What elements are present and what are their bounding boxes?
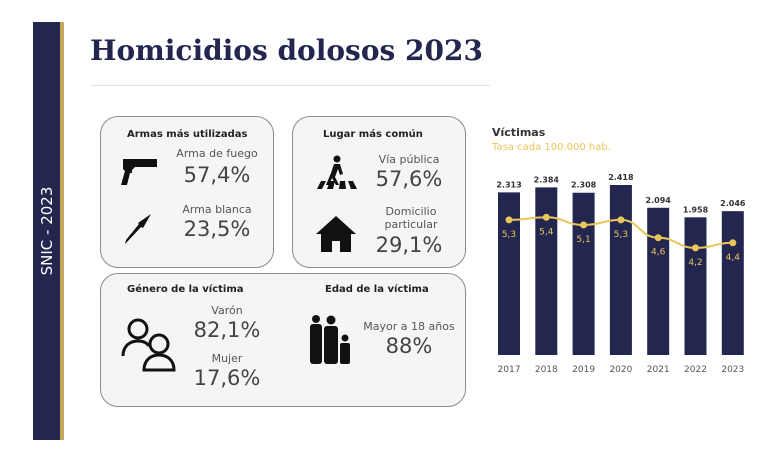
page-title: Homicidios dolosos 2023 (90, 34, 483, 67)
x-tick-2020: 2020 (609, 365, 632, 375)
edad-label: Mayor a 18 años (363, 320, 455, 333)
rate-label-2023: 4,4 (726, 253, 741, 263)
lugar-card: Lugar más común Vía pública 57,6% Domici… (292, 116, 466, 268)
arma-fuego-value: 57,4% (183, 163, 251, 187)
bar-label-2023: 2.046 (720, 199, 746, 208)
armas-card: Armas más utilizadas Arma de fuego 57,4%… (100, 116, 274, 268)
x-tick-2023: 2023 (721, 365, 744, 375)
bar-2023 (721, 211, 744, 355)
via-publica-value: 57,6% (375, 167, 443, 191)
rate-point-2023 (729, 239, 737, 247)
family-icon (310, 315, 350, 364)
armas-title: Armas más utilizadas (127, 129, 248, 140)
pedestrian-crossing-icon (317, 155, 357, 189)
domicilio-value: 29,1% (375, 233, 443, 257)
bar-label-2018: 2.384 (534, 175, 560, 184)
rate-point-2020 (617, 216, 625, 224)
arma-blanca-value: 23,5% (183, 217, 251, 241)
x-tick-2019: 2019 (572, 365, 595, 375)
arma-blanca-label: Arma blanca (182, 203, 252, 216)
bar-label-2022: 1.958 (683, 205, 709, 214)
title-divider (90, 85, 490, 86)
bar-label-2019: 2.308 (571, 181, 597, 190)
rate-label-2017: 5,3 (502, 230, 516, 240)
rate-point-2017 (505, 216, 513, 224)
rate-point-2022 (692, 244, 699, 252)
victima-card: Género de la víctima Varón 82,1% Mujer 1… (100, 273, 466, 407)
rate-point-2019 (580, 221, 588, 229)
via-publica-label: Vía pública (378, 153, 440, 166)
bar-label-2020: 2.418 (608, 173, 634, 182)
rate-point-2018 (542, 213, 550, 221)
bar-2022 (684, 217, 707, 355)
x-tick-2017: 2017 (498, 365, 521, 375)
genero-title: Género de la víctima (127, 284, 244, 295)
bar-2021 (647, 207, 670, 355)
mujer-label: Mujer (211, 352, 243, 365)
rate-label-2019: 5,1 (576, 235, 590, 245)
rate-label-2022: 4,2 (688, 258, 702, 268)
people-icon (121, 318, 176, 372)
bar-label-2017: 2.313 (496, 180, 521, 189)
knife-icon (125, 214, 151, 244)
pistol-icon (121, 159, 157, 185)
chart-title: Víctimas (492, 126, 546, 139)
x-tick-2022: 2022 (684, 365, 707, 375)
x-tick-2021: 2021 (647, 365, 670, 375)
side-band: SNIC - 2023 (33, 22, 64, 440)
x-tick-2018: 2018 (535, 365, 558, 375)
chart-subtitle: Tasa cada 100.000 hab. (492, 142, 611, 153)
edad-value: 88% (385, 334, 433, 358)
bar-label-2021: 2.094 (646, 196, 672, 205)
edad-title: Edad de la víctima (325, 284, 429, 295)
rate-label-2021: 4,6 (651, 248, 666, 258)
bar-2020 (609, 185, 632, 355)
rate-point-2021 (654, 234, 662, 242)
bar-2019 (572, 192, 595, 355)
lugar-title: Lugar más común (323, 129, 423, 140)
bar-2017 (498, 192, 520, 355)
varon-value: 82,1% (193, 318, 261, 342)
house-icon (316, 216, 356, 252)
varon-label: Varón (211, 304, 243, 317)
bar-2018 (535, 187, 558, 355)
rate-label-2018: 5,4 (539, 227, 554, 237)
domicilio-label: Domicilio particular (384, 205, 438, 231)
arma-fuego-label: Arma de fuego (176, 147, 258, 160)
rate-label-2020: 5,3 (614, 230, 628, 240)
mujer-value: 17,6% (193, 366, 261, 390)
